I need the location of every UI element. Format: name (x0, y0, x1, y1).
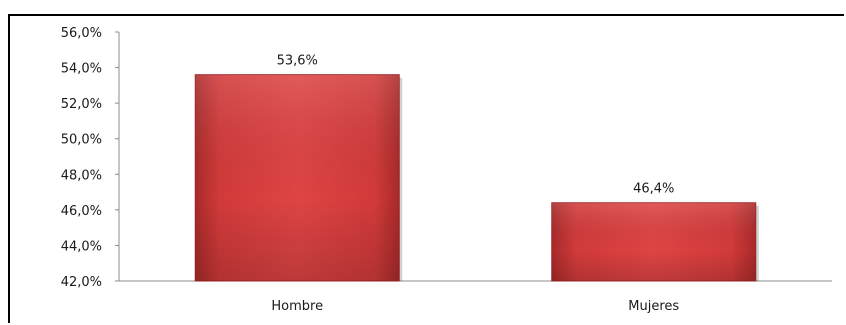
y-tick-label: 50,0% (61, 133, 102, 148)
y-tick-label: 42,0% (61, 275, 102, 290)
labels: 53,6% Hombre 46,4% Mujeres (271, 54, 679, 314)
data-label: 46,4% (633, 182, 674, 197)
category-label: Mujeres (628, 299, 679, 314)
bar-shade (551, 202, 756, 281)
y-tick-label: 56,0% (61, 26, 102, 41)
bar-shade (195, 74, 400, 281)
bars (194, 74, 759, 282)
category-label: Hombre (271, 299, 323, 314)
data-label: 53,6% (277, 54, 318, 69)
y-tick-label: 48,0% (61, 168, 102, 183)
y-tick-label: 44,0% (61, 239, 102, 254)
y-tick-label: 54,0% (61, 62, 102, 77)
y-tick-label: 52,0% (61, 97, 102, 112)
y-tick-label: 46,0% (61, 204, 102, 219)
